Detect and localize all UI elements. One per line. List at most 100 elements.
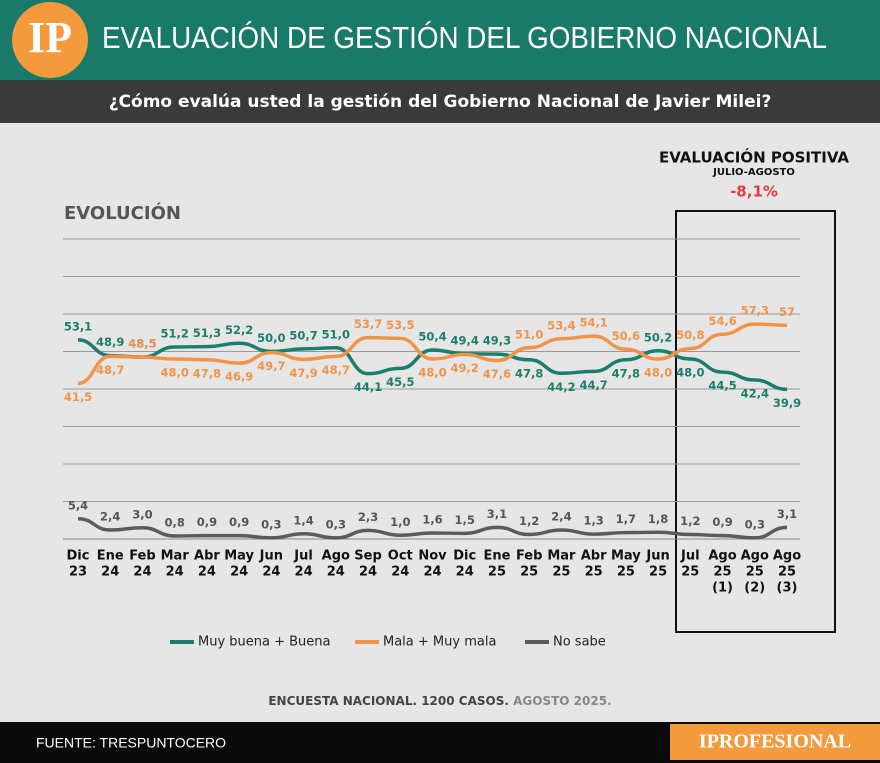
x-tick-label: Dic [453, 549, 476, 564]
section-label: EVOLUCIÓN [64, 202, 181, 224]
data-label: 2,4 [100, 510, 120, 524]
x-tick-label: 24 [166, 565, 184, 580]
data-label: 50,8 [676, 328, 704, 342]
x-tick-label: 24 [391, 565, 409, 580]
data-label: 52,2 [225, 323, 253, 337]
x-tick-label: Ene [483, 549, 510, 564]
footnote-main: ENCUESTA NACIONAL. 1200 CASOS. [268, 694, 509, 708]
x-tick-label: 24 [423, 565, 441, 580]
data-label: 1,4 [293, 513, 313, 527]
x-tick-label: 25 [681, 565, 699, 580]
data-label: 1,6 [422, 513, 442, 527]
brand-box [670, 724, 880, 760]
data-label: 2,3 [358, 510, 378, 524]
data-label: 0,3 [261, 517, 281, 531]
x-tick-label: 23 [69, 565, 87, 580]
x-tick-label: 25 [617, 565, 635, 580]
series-line [77, 338, 788, 392]
x-tick-label: Jul [680, 549, 700, 564]
x-tick-label: Ago [708, 549, 736, 564]
data-label: 3,1 [487, 507, 507, 521]
x-tick-label: 25 [488, 565, 506, 580]
data-label: 50,4 [418, 330, 446, 344]
data-label: 50,0 [257, 331, 285, 345]
data-label: 3,0 [132, 507, 152, 521]
data-label: 48,0 [418, 366, 446, 380]
footnote: ENCUESTA NACIONAL. 1200 CASOS. AGOSTO 20… [268, 694, 611, 708]
data-label: 53,1 [64, 319, 92, 333]
data-label: 44,2 [547, 380, 575, 394]
source: FUENTE: TRESPUNTOCERO [36, 735, 226, 751]
data-label: 54,1 [579, 316, 607, 330]
data-label: 54,6 [708, 314, 736, 328]
x-tick-label: Ago [322, 549, 350, 564]
x-tick-label: 24 [262, 565, 280, 580]
x-tick-label: 25 [746, 565, 764, 580]
x-tick-label: 25 [649, 565, 667, 580]
highlight-box [675, 210, 836, 633]
data-label: 47,8 [193, 366, 221, 380]
data-label: 45,5 [386, 375, 414, 389]
data-label: 0,9 [712, 515, 732, 529]
header-bar [0, 0, 880, 80]
data-label: 0,9 [229, 515, 249, 529]
data-label: 48,7 [322, 363, 350, 377]
x-tick-label: Jun [259, 549, 283, 564]
data-label: 48,0 [676, 366, 704, 380]
x-tick-label: Ago [773, 549, 801, 564]
x-tick-label: (2) [744, 581, 765, 596]
x-tick-label: (3) [777, 581, 798, 596]
data-label: 50,2 [644, 330, 672, 344]
data-label: 51,3 [193, 326, 221, 340]
data-label: 0,3 [745, 517, 765, 531]
x-tick-label: Jul [293, 549, 313, 564]
x-tick-label: Dic [67, 549, 90, 564]
data-label: 47,8 [515, 366, 543, 380]
data-label: 44,5 [708, 379, 736, 393]
data-label: 53,5 [386, 318, 414, 332]
data-label: 42,4 [741, 387, 769, 401]
x-tick-label: Jun [645, 549, 669, 564]
annotation-period: JULIO-AGOSTO [712, 167, 795, 178]
x-tick-label: Abr [194, 549, 220, 564]
data-label: 49,7 [257, 359, 285, 373]
x-tick-label: 24 [198, 565, 216, 580]
subtitle: ¿Cómo evalúa usted la gestión del Gobier… [109, 92, 772, 112]
data-label: 0,3 [326, 517, 346, 531]
data-label: 49,2 [451, 361, 479, 375]
footnote-date: AGOSTO 2025. [513, 694, 612, 708]
annotation-change: -8,1% [730, 183, 778, 201]
data-label: 50,6 [612, 329, 640, 343]
x-tick-label: 25 [585, 565, 603, 580]
x-tick-label: Mar [161, 549, 190, 564]
data-label: 48,0 [160, 366, 188, 380]
data-label: 1,5 [455, 513, 475, 527]
legend-label: No sabe [553, 635, 606, 650]
x-tick-label: Nov [418, 549, 447, 564]
logo-circle [12, 2, 88, 78]
data-label: 41,5 [64, 390, 92, 404]
data-label: 57 [779, 305, 795, 319]
data-label: 2,4 [551, 510, 571, 524]
x-tick-label: Feb [129, 549, 155, 564]
x-tick-label: Ago [741, 549, 769, 564]
data-label: 48,5 [128, 337, 156, 351]
x-tick-label: 24 [327, 565, 345, 580]
x-tick-label: (1) [712, 581, 733, 596]
data-label: 48,7 [96, 363, 124, 377]
data-label: 44,1 [354, 380, 382, 394]
data-label: 49,4 [451, 333, 479, 347]
subtitle-bar [0, 80, 880, 123]
data-label: 47,8 [612, 366, 640, 380]
data-label: 3,1 [777, 507, 797, 521]
data-label: 44,7 [579, 378, 607, 392]
data-label: 5,4 [68, 498, 88, 512]
x-tick-label: Ene [97, 549, 124, 564]
data-label: 0,8 [164, 516, 184, 530]
x-tick-label: 25 [713, 565, 731, 580]
x-tick-label: May [224, 549, 254, 564]
data-label: 1,3 [583, 514, 603, 528]
data-label: 1,8 [648, 512, 668, 526]
data-label: 49,3 [483, 334, 511, 348]
